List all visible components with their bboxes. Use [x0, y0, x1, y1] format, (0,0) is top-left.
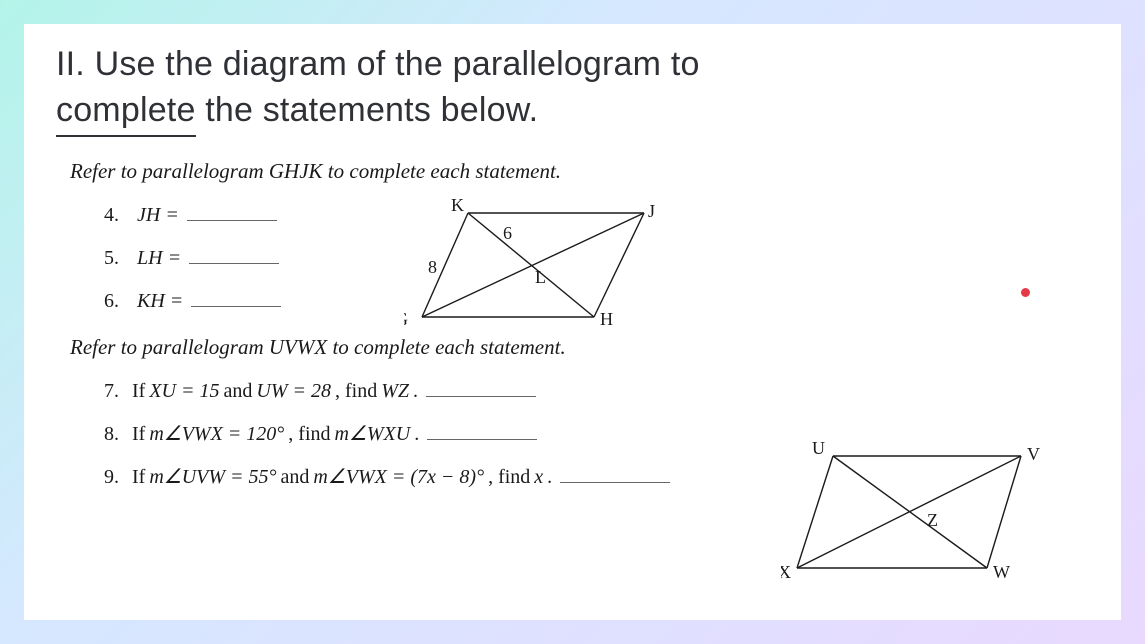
- title-line2-underlined: complete: [56, 88, 196, 137]
- q9-num: 9.: [104, 466, 119, 489]
- q9-prefix: If: [132, 466, 145, 489]
- question-7: 7. If XU = 15 and UW = 28 , find WZ .: [104, 376, 1093, 403]
- q9-blank[interactable]: [560, 462, 670, 483]
- svg-text:H: H: [600, 309, 613, 329]
- q9-end: .: [547, 466, 552, 489]
- uvwx-svg: U V W X Z: [781, 440, 1041, 590]
- svg-text:Z: Z: [927, 510, 938, 530]
- q8-end: .: [414, 423, 419, 446]
- q9-suf: , find: [488, 466, 530, 489]
- q9-m1: m∠UVW = 55°: [149, 464, 276, 489]
- q7-target: WZ: [381, 380, 409, 403]
- q6-blank[interactable]: [191, 286, 281, 307]
- title-line2-rest: the statements below.: [196, 91, 539, 129]
- ghjk-svg: G H J K L 8 6: [404, 199, 664, 339]
- q9-target: x: [534, 466, 543, 489]
- q7-suf: , find: [335, 380, 377, 403]
- q6-num: 6.: [104, 290, 119, 313]
- q7-prefix: If: [132, 380, 145, 403]
- q9-m2: m∠VWX = (7x − 8)°: [313, 464, 484, 489]
- q7-m1: XU = 15: [149, 380, 219, 403]
- instructions-ghjk: Refer to parallelogram GHJK to complete …: [70, 159, 1093, 184]
- q7-num: 7.: [104, 380, 119, 403]
- svg-text:L: L: [535, 267, 546, 287]
- svg-text:6: 6: [503, 223, 512, 243]
- q6-text: KH =: [137, 290, 183, 313]
- svg-text:X: X: [781, 562, 791, 582]
- svg-text:J: J: [648, 201, 655, 221]
- q4-num: 4.: [104, 204, 119, 227]
- q5-text: LH =: [137, 247, 181, 270]
- q7-end: .: [413, 380, 418, 403]
- q4-text: JH =: [137, 204, 179, 227]
- svg-text:G: G: [404, 309, 408, 329]
- content-card: II. Use the diagram of the parallelogram…: [24, 24, 1121, 620]
- q7-blank[interactable]: [426, 376, 536, 397]
- svg-text:K: K: [451, 199, 464, 215]
- title-line1: II. Use the diagram of the parallelogram…: [56, 45, 700, 83]
- q5-num: 5.: [104, 247, 119, 270]
- parallelogram-uvwx-diagram: U V W X Z: [781, 440, 1041, 590]
- svg-text:V: V: [1027, 444, 1040, 464]
- q8-target: m∠WXU: [335, 421, 411, 446]
- q5-blank[interactable]: [189, 243, 279, 264]
- q8-m1: m∠VWX = 120°: [149, 421, 284, 446]
- q8-suf: , find: [288, 423, 330, 446]
- laser-pointer-dot: [1021, 288, 1030, 297]
- q7-m2: UW = 28: [256, 380, 331, 403]
- q8-prefix: If: [132, 423, 145, 446]
- q8-num: 8.: [104, 423, 119, 446]
- svg-text:U: U: [812, 440, 825, 458]
- q4-blank[interactable]: [187, 200, 277, 221]
- svg-text:W: W: [993, 562, 1010, 582]
- q8-blank[interactable]: [427, 419, 537, 440]
- parallelogram-ghjk-diagram: G H J K L 8 6: [404, 199, 664, 339]
- q9-mid: and: [281, 466, 310, 489]
- slide-frame: II. Use the diagram of the parallelogram…: [0, 0, 1145, 644]
- svg-text:8: 8: [428, 257, 437, 277]
- section-title: II. Use the diagram of the parallelogram…: [56, 42, 1093, 137]
- q7-mid: and: [223, 380, 252, 403]
